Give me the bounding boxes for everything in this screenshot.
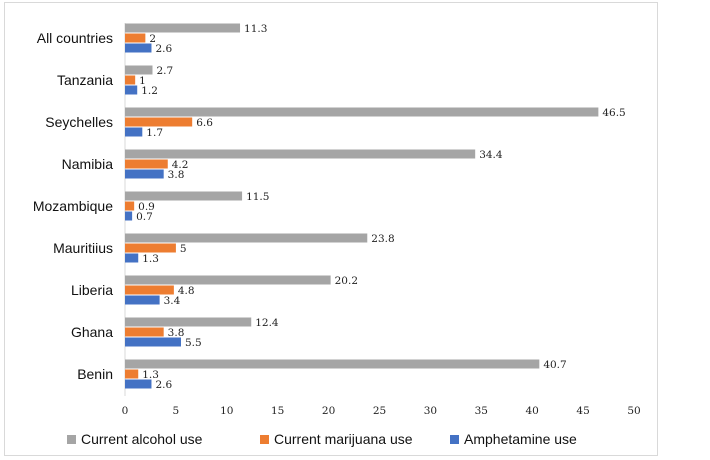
data-label-amphetamine-use-ghana: 5.5 (185, 337, 202, 349)
category-label-ghana: Ghana (71, 324, 113, 340)
data-label-current-alcohol-use-mauritiius: 23.8 (371, 233, 394, 245)
data-label-current-marijuana-use-benin: 1.3 (142, 369, 159, 381)
bar-amphetamine-use-seychelles (125, 127, 143, 137)
data-label-current-marijuana-use-namibia: 4.2 (172, 159, 189, 171)
bar-current-marijuana-use-mauritiius (125, 243, 176, 253)
data-label-current-alcohol-use-all-countries: 11.3 (244, 23, 267, 35)
category-label-benin: Benin (77, 366, 113, 382)
data-label-current-alcohol-use-benin: 40.7 (543, 359, 566, 371)
chart-frame: All countries 11.3 2 2.6 Tanzania 2.7 1 1.2 Seyc… (4, 2, 658, 456)
data-label-amphetamine-use-tanzania: 1.2 (141, 85, 158, 97)
bar-amphetamine-use-ghana (125, 337, 181, 347)
data-label-current-marijuana-use-tanzania: 1 (139, 75, 146, 87)
bar-amphetamine-use-liberia (125, 295, 160, 305)
bar-amphetamine-use-mozambique (125, 211, 133, 221)
bar-current-alcohol-use-benin (125, 359, 540, 369)
data-label-current-marijuana-use-mozambique: 0.9 (138, 201, 155, 213)
category-label-all-countries: All countries (37, 30, 113, 46)
x-tick-label-40: 40 (526, 405, 539, 417)
bar-amphetamine-use-tanzania (125, 85, 138, 95)
data-label-current-marijuana-use-liberia: 4.8 (178, 285, 195, 297)
legend-swatch-amphetamine-use (450, 435, 459, 444)
legend-swatch-current-alcohol-use (67, 435, 76, 444)
data-label-current-marijuana-use-seychelles: 6.6 (196, 117, 213, 129)
bar-amphetamine-use-all-countries (125, 43, 152, 53)
data-label-amphetamine-use-benin: 2.6 (155, 379, 172, 391)
x-tick-label-5: 5 (173, 405, 180, 417)
x-tick-label-30: 30 (424, 405, 437, 417)
x-tick-label-35: 35 (475, 405, 488, 417)
data-label-amphetamine-use-all-countries: 2.6 (155, 43, 172, 55)
data-label-amphetamine-use-mozambique: 0.7 (136, 211, 153, 223)
bar-amphetamine-use-mauritiius (125, 253, 139, 263)
x-tick-label-50: 50 (627, 405, 640, 417)
legend-swatch-current-marijuana-use (260, 435, 269, 444)
bar-current-marijuana-use-namibia (125, 159, 168, 169)
x-tick-label-10: 10 (220, 405, 233, 417)
data-label-current-alcohol-use-mozambique: 11.5 (246, 191, 269, 203)
x-tick-label-25: 25 (373, 405, 386, 417)
bar-current-alcohol-use-namibia (125, 149, 476, 159)
bar-current-marijuana-use-all-countries (125, 33, 146, 43)
data-label-amphetamine-use-namibia: 3.8 (168, 169, 185, 181)
category-label-mozambique: Mozambique (33, 198, 113, 214)
category-label-tanzania: Tanzania (57, 72, 113, 88)
bar-current-alcohol-use-seychelles (125, 107, 599, 117)
data-label-amphetamine-use-seychelles: 1.7 (146, 127, 163, 139)
bar-current-marijuana-use-liberia (125, 285, 174, 295)
bar-current-alcohol-use-ghana (125, 317, 252, 327)
x-tick-label-15: 15 (271, 405, 284, 417)
data-label-amphetamine-use-mauritiius: 1.3 (142, 253, 159, 265)
bar-current-marijuana-use-ghana (125, 327, 164, 337)
bar-current-alcohol-use-tanzania (125, 65, 153, 75)
bar-chart: All countries11.322.6Tanzania2.711.2Seyc… (33, 23, 641, 447)
legend-label-current-alcohol-use: Current alcohol use (81, 431, 203, 447)
legend-label-amphetamine-use: Amphetamine use (464, 431, 577, 447)
bar-current-marijuana-use-seychelles (125, 117, 193, 127)
bar-amphetamine-use-namibia (125, 169, 164, 179)
data-label-amphetamine-use-liberia: 3.4 (164, 295, 181, 307)
x-tick-label-0: 0 (122, 405, 129, 417)
data-label-current-marijuana-use-all-countries: 2 (149, 33, 156, 45)
bar-current-alcohol-use-liberia (125, 275, 331, 285)
bar-current-marijuana-use-benin (125, 369, 139, 379)
data-label-current-alcohol-use-liberia: 20.2 (335, 275, 358, 287)
data-label-current-alcohol-use-seychelles: 46.5 (602, 107, 625, 119)
bar-current-marijuana-use-tanzania (125, 75, 136, 85)
bar-current-marijuana-use-mozambique (125, 201, 135, 211)
data-label-current-alcohol-use-ghana: 12.4 (255, 317, 279, 329)
data-label-current-marijuana-use-ghana: 3.8 (168, 327, 185, 339)
bar-amphetamine-use-benin (125, 379, 152, 389)
bar-current-alcohol-use-mauritiius (125, 233, 368, 243)
data-label-current-alcohol-use-namibia: 34.4 (479, 149, 503, 161)
category-label-mauritiius: Mauritiius (53, 240, 113, 256)
category-label-namibia: Namibia (62, 156, 114, 172)
data-label-current-marijuana-use-mauritiius: 5 (180, 243, 187, 255)
bar-current-alcohol-use-all-countries (125, 23, 241, 33)
category-label-liberia: Liberia (71, 282, 113, 298)
bar-current-alcohol-use-mozambique (125, 191, 243, 201)
x-tick-label-20: 20 (322, 405, 335, 417)
data-label-current-alcohol-use-tanzania: 2.7 (156, 65, 173, 77)
legend-label-current-marijuana-use: Current marijuana use (274, 431, 413, 447)
x-tick-label-45: 45 (576, 405, 589, 417)
category-label-seychelles: Seychelles (45, 114, 113, 130)
